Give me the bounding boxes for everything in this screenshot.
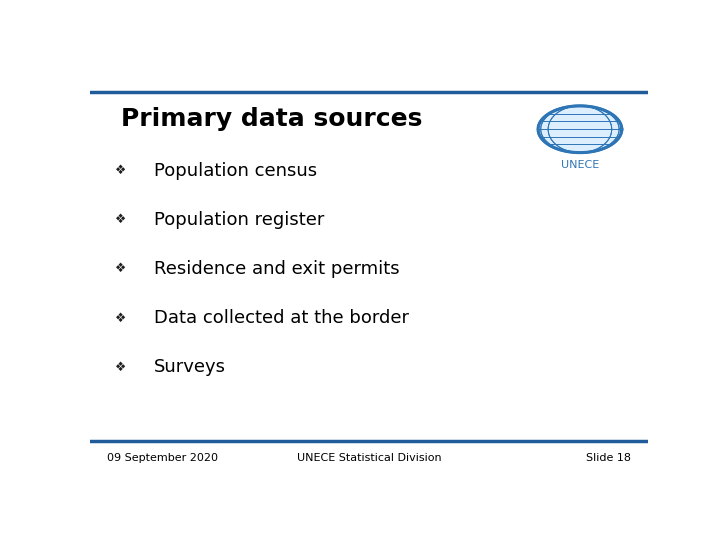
- Text: ❖: ❖: [115, 312, 126, 325]
- Text: Population register: Population register: [154, 211, 325, 229]
- Text: Residence and exit permits: Residence and exit permits: [154, 260, 400, 278]
- Text: Surveys: Surveys: [154, 358, 226, 376]
- Text: ❖: ❖: [115, 213, 126, 226]
- Text: ❖: ❖: [115, 361, 126, 374]
- Text: Slide 18: Slide 18: [586, 453, 631, 463]
- Text: ❖: ❖: [115, 164, 126, 177]
- Text: Population census: Population census: [154, 162, 318, 180]
- Text: 09 September 2020: 09 September 2020: [107, 453, 217, 463]
- Polygon shape: [539, 106, 621, 152]
- Text: UNECE: UNECE: [561, 160, 599, 170]
- Text: Primary data sources: Primary data sources: [121, 107, 422, 131]
- Text: ❖: ❖: [115, 262, 126, 275]
- Text: Data collected at the border: Data collected at the border: [154, 309, 409, 327]
- Text: UNECE Statistical Division: UNECE Statistical Division: [297, 453, 441, 463]
